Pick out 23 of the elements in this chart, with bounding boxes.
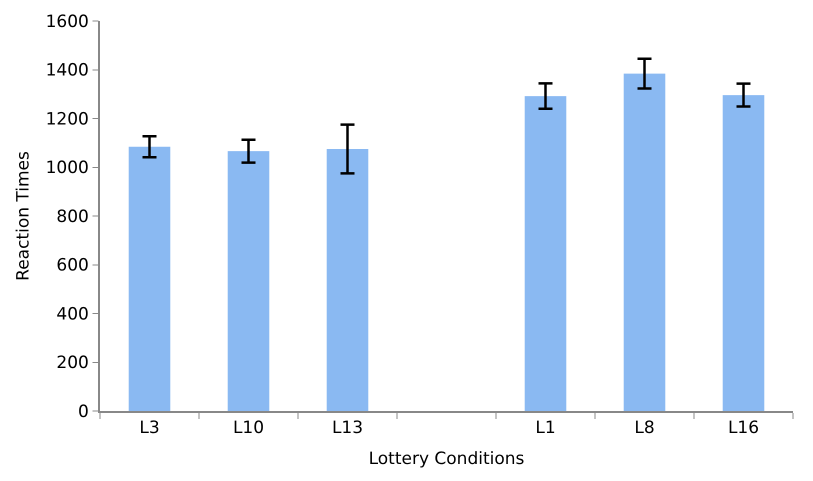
y-tick-label: 400 [56, 304, 89, 324]
y-tick-label: 800 [56, 206, 89, 227]
bar [624, 74, 666, 411]
x-tick-label: L10 [232, 418, 264, 438]
bar [722, 95, 764, 411]
bar [128, 146, 170, 411]
y-axis-title: Reaction Times [14, 151, 34, 281]
x-tick-label: L8 [634, 418, 655, 438]
x-tick-label: L3 [139, 418, 160, 438]
bar [326, 148, 368, 411]
x-tick-label: L13 [332, 418, 364, 438]
y-tick-label: 0 [78, 402, 89, 422]
y-tick-label: 1400 [46, 60, 89, 81]
y-tick-label: 1000 [46, 158, 89, 178]
bar [228, 151, 270, 411]
y-tick-label: 1200 [46, 109, 89, 130]
y-tick-label: 600 [56, 256, 89, 276]
bar [524, 96, 566, 411]
y-tick-label: 1600 [46, 12, 89, 32]
x-axis-title: Lottery Conditions [368, 449, 525, 470]
x-tick-label: L16 [728, 418, 760, 438]
y-tick-label: 200 [56, 353, 89, 374]
x-tick-label: L1 [535, 418, 556, 438]
